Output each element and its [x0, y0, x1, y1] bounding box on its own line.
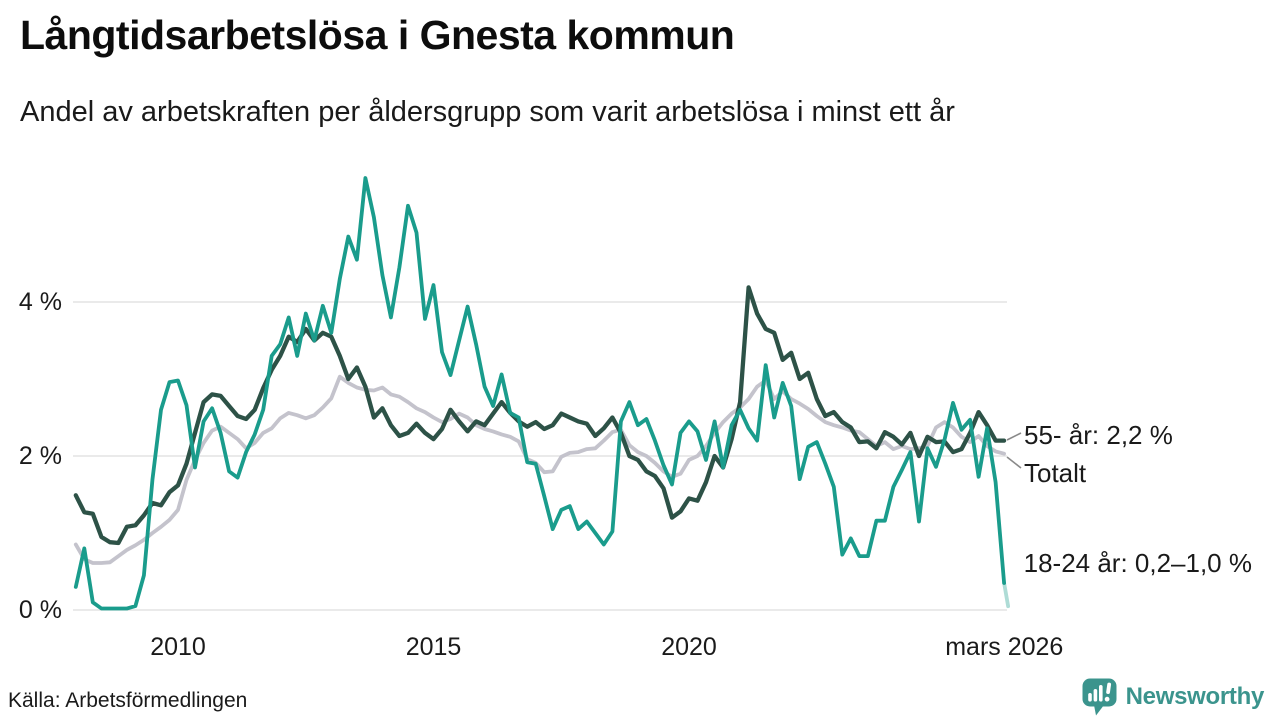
label-connector-55 — [1006, 432, 1022, 441]
newsworthy-logo-icon — [1082, 678, 1117, 716]
y-tick-label: 0 % — [18, 596, 62, 624]
series-label-18-24: 18-24 år: 0,2–1,0 % — [1023, 548, 1252, 578]
newsworthy-logo: Newsworthy — [1081, 677, 1264, 716]
page-title: Långtidsarbetslösa i Gnesta kommun — [20, 12, 735, 58]
y-tick-label: 2 % — [18, 442, 62, 470]
series-line-18-24 — [73, 176, 1006, 611]
x-tick-label: 2020 — [661, 633, 717, 661]
label-connector-totalt — [1006, 456, 1022, 469]
page-subtitle: Andel av arbetskraften per åldersgrupp s… — [20, 96, 955, 128]
y-tick-label: 4 % — [18, 288, 62, 316]
series-line-18-24-faded-tail — [1002, 581, 1011, 609]
series-label-55: 55- år: 2,2 % — [1024, 420, 1173, 450]
source-note: Källa: Arbetsförmedlingen — [8, 689, 248, 712]
x-tick-label: 2010 — [150, 633, 206, 661]
x-tick-label: mars 2026 — [945, 633, 1064, 661]
series-label-totalt: Totalt — [1024, 458, 1087, 488]
x-tick-label: 2015 — [405, 633, 462, 661]
series-line-totalt — [73, 374, 1006, 565]
series-line-55 — [73, 285, 1007, 546]
newsworthy-logo-text: Newsworthy — [1125, 682, 1265, 710]
